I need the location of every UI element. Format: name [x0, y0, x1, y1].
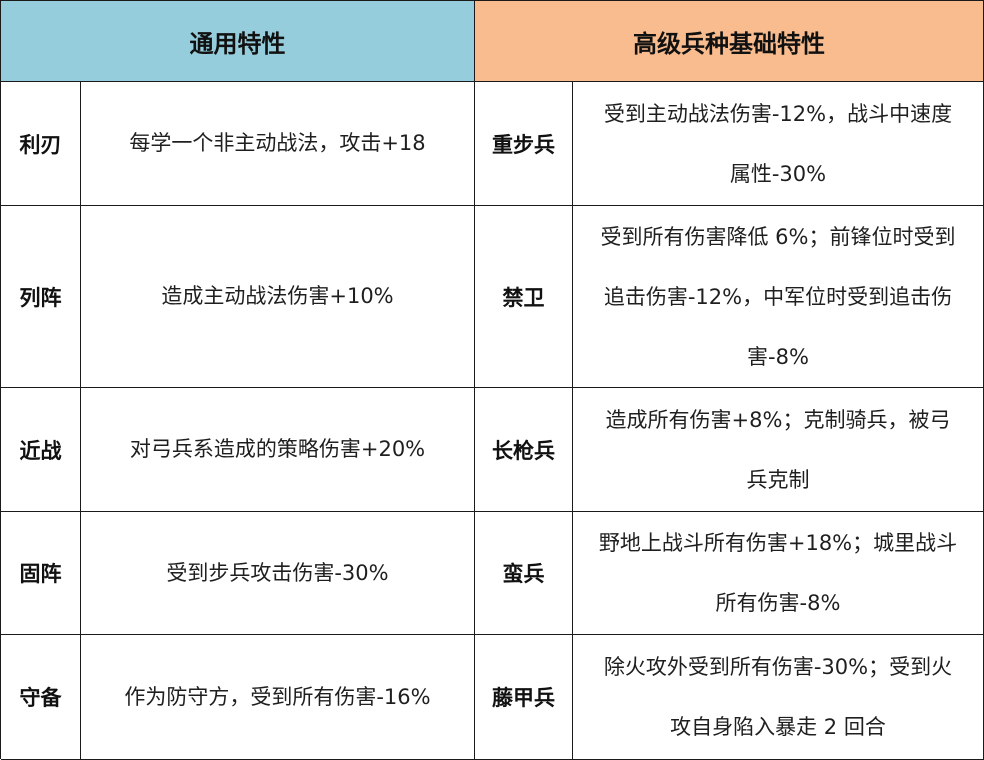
- unit-description-line: 攻自身陷入暴走 2 回合: [670, 715, 886, 739]
- unit-description: 野地上战斗所有伤害+18%；城里战斗 所有伤害-8%: [573, 512, 984, 635]
- unit-description-line: 受到所有伤害降低 6%；前锋位时受到: [600, 224, 956, 249]
- trait-name: 利刃: [1, 82, 81, 206]
- unit-description-line: 追击伤害-12%，中军位时受到追击伤: [603, 284, 953, 309]
- trait-name: 固阵: [1, 512, 81, 635]
- unit-name: 藤甲兵: [475, 635, 573, 760]
- unit-name: 蛮兵: [475, 512, 573, 635]
- unit-name: 禁卫: [475, 206, 573, 388]
- trait-description: 每学一个非主动战法，攻击+18: [81, 82, 475, 206]
- unit-description: 受到所有伤害降低 6%；前锋位时受到 追击伤害-12%，中军位时受到追击伤 害-…: [573, 206, 984, 388]
- unit-description-line: 野地上战斗所有伤害+18%；城里战斗: [598, 531, 958, 555]
- trait-name: 守备: [1, 635, 81, 760]
- unit-description-line: 害-8%: [747, 344, 809, 369]
- unit-description-line: 受到主动战法伤害-12%，战斗中速度: [603, 101, 953, 126]
- unit-name: 重步兵: [475, 82, 573, 206]
- unit-description: 除火攻外受到所有伤害-30%；受到火 攻自身陷入暴走 2 回合: [573, 635, 984, 760]
- header-advanced-unit-traits: 高级兵种基础特性: [475, 1, 984, 82]
- unit-description: 造成所有伤害+8%；克制骑兵，被弓 兵克制: [573, 388, 984, 512]
- trait-description: 对弓兵系造成的策略伤害+20%: [81, 388, 475, 512]
- trait-description: 受到步兵攻击伤害-30%: [81, 512, 475, 635]
- unit-description-line: 除火攻外受到所有伤害-30%；受到火: [603, 655, 953, 679]
- unit-description-line: 所有伤害-8%: [715, 591, 841, 615]
- trait-name: 近战: [1, 388, 81, 512]
- unit-description-line: 兵克制: [746, 467, 810, 492]
- trait-description: 作为防守方，受到所有伤害-16%: [81, 635, 475, 760]
- unit-description: 受到主动战法伤害-12%，战斗中速度 属性-30%: [573, 82, 984, 206]
- trait-description: 造成主动战法伤害+10%: [81, 206, 475, 388]
- trait-name: 列阵: [1, 206, 81, 388]
- unit-description-line: 造成所有伤害+8%；克制骑兵，被弓: [605, 407, 951, 432]
- unit-name: 长枪兵: [475, 388, 573, 512]
- unit-description-line: 属性-30%: [729, 161, 827, 186]
- header-general-traits: 通用特性: [1, 1, 475, 82]
